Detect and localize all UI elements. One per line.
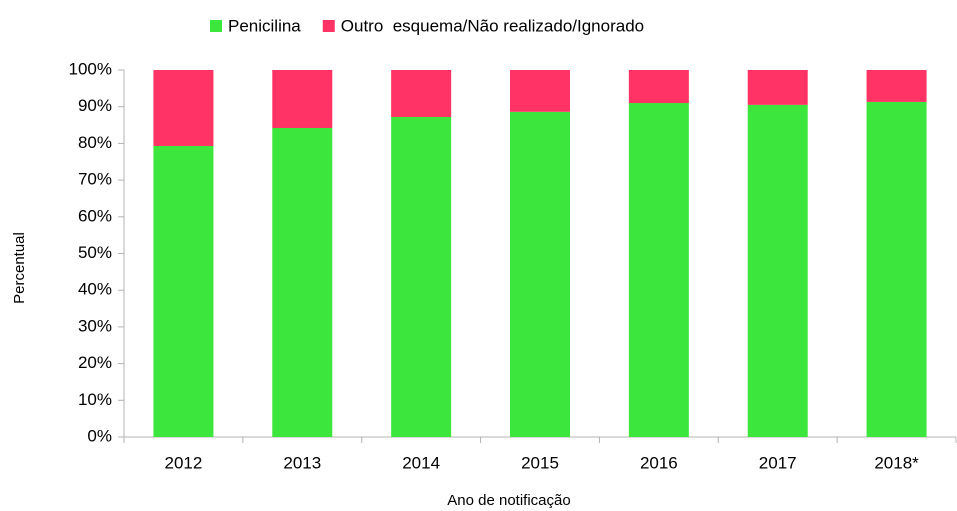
- bar-segment: [866, 101, 927, 437]
- bar-segment: [391, 116, 452, 437]
- bar-segment: [628, 103, 689, 437]
- x-tick-label: 2014: [402, 453, 440, 472]
- bar-segment: [510, 111, 570, 437]
- bar-segment: [391, 70, 452, 117]
- x-tick-label: 2017: [759, 453, 797, 472]
- y-tick-label: 90%: [78, 96, 112, 115]
- bar-segment: [866, 70, 927, 102]
- x-tick-label: 2012: [165, 453, 203, 472]
- y-tick-label: 40%: [78, 280, 112, 299]
- bar-segment: [747, 70, 808, 105]
- y-tick-label: 70%: [78, 170, 112, 189]
- x-axis-title: Ano de notificação: [447, 492, 570, 509]
- x-tick-label: 2018*: [874, 453, 919, 472]
- bar-segment: [153, 70, 214, 146]
- y-tick-label: 50%: [78, 243, 112, 262]
- legend-label: Outro esquema/Não realizado/Ignorado: [341, 16, 644, 35]
- y-tick-label: 60%: [78, 206, 112, 225]
- bar-segment: [510, 70, 570, 112]
- x-tick-label: 2013: [283, 453, 321, 472]
- y-tick-label: 20%: [78, 353, 112, 372]
- y-tick-label: 80%: [78, 133, 112, 152]
- bar-segment: [272, 127, 333, 438]
- y-tick-label: 0%: [87, 426, 112, 445]
- bar-segment: [272, 70, 333, 128]
- bar-segment: [628, 70, 689, 104]
- legend-swatch: [322, 20, 335, 32]
- x-tick-label: 2015: [521, 453, 559, 472]
- y-axis-title: Percentual: [11, 232, 28, 304]
- legend-swatch: [210, 20, 222, 32]
- bar-segment: [747, 104, 808, 438]
- x-tick-label: 2016: [640, 453, 678, 472]
- legend-label: Penicilina: [228, 16, 301, 35]
- y-tick-label: 30%: [78, 316, 112, 335]
- bar-segment: [153, 145, 214, 437]
- y-tick-label: 10%: [78, 390, 112, 409]
- y-tick-label: 100%: [69, 59, 112, 78]
